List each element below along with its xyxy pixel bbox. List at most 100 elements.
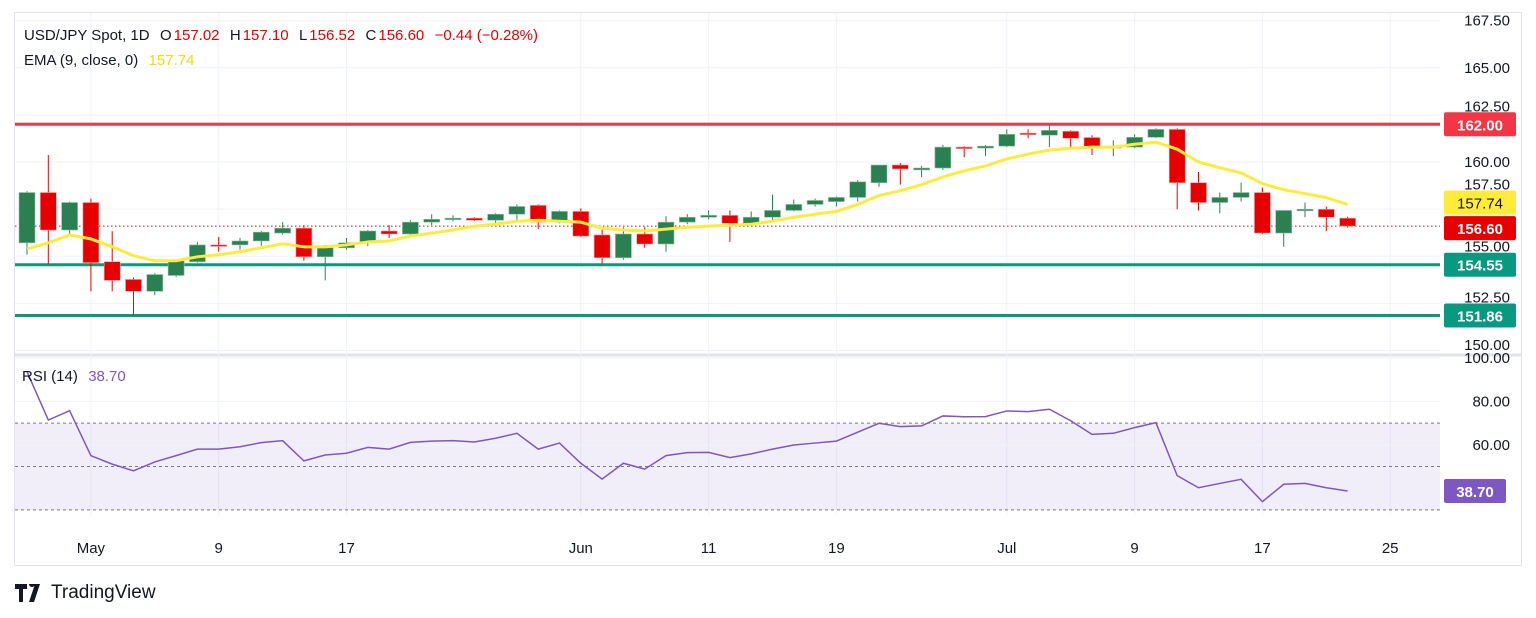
price-axis[interactable]: 162.00 154.55 151.86 157.74 156.60 38.70 60.00… (1444, 13, 1516, 504)
candle-body (891, 164, 909, 170)
candle (806, 198, 824, 207)
candle-body (1147, 129, 1165, 138)
candle-body (998, 133, 1016, 147)
candle (380, 225, 398, 238)
level-badge-label: 154.55 (1457, 258, 1503, 275)
candle-body (402, 221, 419, 235)
candle (316, 244, 334, 281)
ema-polyline (26, 140, 1349, 263)
price-tick-label: 167.50 (1464, 13, 1510, 30)
candle-body (487, 213, 504, 221)
close-value: 156.60 (378, 27, 425, 44)
open-value: 157.02 (173, 27, 220, 44)
candle (1062, 130, 1079, 148)
candle-body (380, 230, 398, 235)
ema-badge-label: 157.74 (1457, 196, 1503, 213)
candle (1211, 192, 1229, 214)
level-badge (1444, 252, 1516, 277)
candle-body (657, 221, 675, 245)
candle-body (721, 215, 739, 224)
symbol-title: USD/JPY Spot, 1D (24, 27, 150, 44)
candle-body (1254, 192, 1271, 234)
candle-body (913, 167, 930, 171)
candle-body (870, 164, 888, 184)
level-badge (1444, 112, 1516, 137)
candle (125, 277, 142, 316)
candle-body (423, 219, 441, 223)
rsi-legend[interactable]: RSI (14) 38.70 (22, 368, 128, 385)
candle (700, 210, 717, 220)
candle-body (61, 202, 78, 231)
candle (61, 201, 78, 237)
candle-body (828, 197, 845, 202)
candle-body (1339, 217, 1356, 227)
candle (231, 237, 249, 250)
candle (913, 165, 930, 178)
candle (423, 214, 441, 226)
candle (18, 191, 36, 255)
candle (1083, 135, 1101, 156)
candle (253, 230, 270, 246)
open-label: O (159, 27, 172, 44)
candle-body (274, 227, 291, 234)
candle (210, 237, 227, 252)
time-tick-label: 9 (1130, 540, 1138, 557)
candle (39, 155, 57, 264)
logo-text: TradingView (51, 582, 156, 603)
time-tick-label: 11 (701, 540, 717, 557)
candle (189, 241, 206, 263)
candle-body (1275, 210, 1292, 234)
candle (402, 220, 419, 236)
candle-body (39, 192, 57, 231)
candle-body (231, 240, 249, 246)
ema-line (26, 140, 1349, 263)
candle-body (210, 244, 227, 247)
candle (678, 214, 696, 225)
candle (444, 215, 462, 222)
rsi-value: 38.70 (88, 368, 126, 385)
candle-body (167, 260, 185, 276)
candle-body (934, 146, 952, 169)
candle-body (849, 181, 867, 198)
tradingview-logo-icon (15, 584, 40, 602)
price-tick-label: 157.50 (1464, 177, 1510, 194)
rsi-tick-label: 80.00 (1472, 393, 1510, 410)
price-tick-label: 165.00 (1464, 60, 1510, 77)
level-badge (1444, 303, 1516, 328)
candle (146, 273, 164, 296)
candle (1232, 182, 1250, 202)
candle (1147, 128, 1165, 139)
candle (955, 146, 973, 158)
candle (1190, 171, 1207, 211)
candle (615, 227, 632, 260)
candle-body (785, 204, 803, 211)
candle-body (1232, 192, 1250, 198)
high-value: 157.10 (242, 27, 289, 44)
candle-body (103, 261, 121, 281)
price-tick-label: 150.00 (1464, 337, 1510, 354)
ema-legend[interactable]: EMA (9, close, 0) 157.74 (24, 52, 196, 69)
chart-frame (14, 12, 1522, 566)
candle (977, 145, 994, 157)
low-label: L (298, 27, 308, 44)
candle (1168, 128, 1186, 210)
low-value: 156.52 (309, 27, 356, 44)
candle (295, 225, 313, 261)
candle (1296, 202, 1314, 218)
symbol-legend[interactable]: USD/JPY Spot, 1D O 157.02 H 157.10 L 156.52… (24, 27, 540, 44)
candle-body (700, 215, 717, 218)
candle-body (295, 227, 313, 258)
price-tick-label: 160.00 (1464, 154, 1510, 171)
time-axis[interactable]: May 9 17 Jun 11 19 Jul 9 17 25 (77, 540, 1399, 557)
candle (487, 213, 504, 224)
tradingview-logo[interactable]: TradingView (15, 582, 156, 604)
candle-body (1168, 129, 1186, 184)
candle-body (615, 233, 632, 259)
candle-body (764, 210, 781, 218)
candle-body (1019, 132, 1037, 135)
candle (1318, 206, 1335, 232)
candle (998, 129, 1016, 148)
ema-label: EMA (9, close, 0) (24, 52, 139, 69)
time-tick-label: 19 (828, 540, 845, 557)
